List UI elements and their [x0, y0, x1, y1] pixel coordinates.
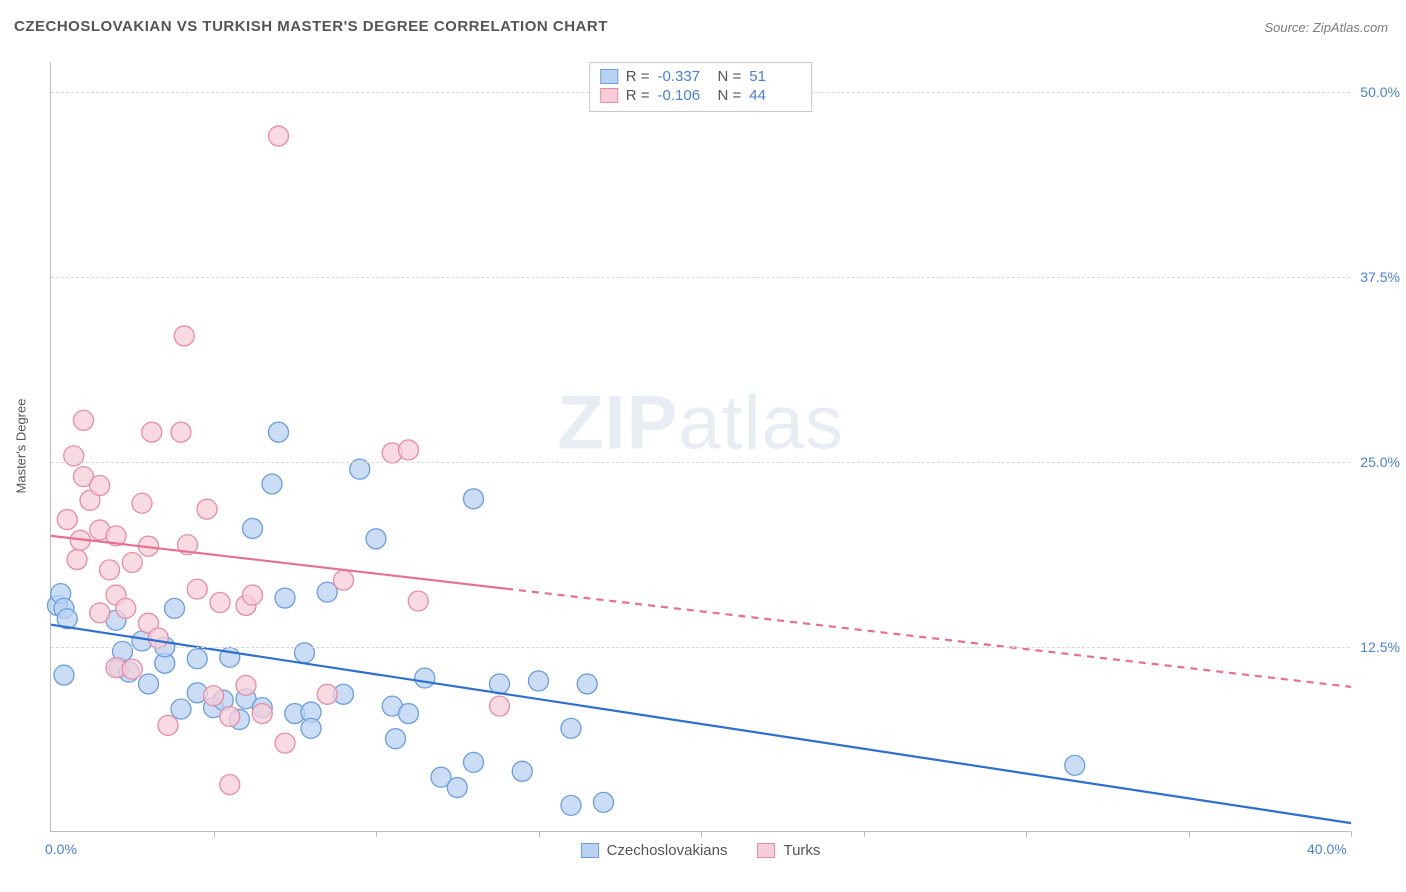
stat-label-R: R = [626, 87, 650, 104]
y-tick-label: 25.0% [1360, 454, 1400, 470]
x-tick-label: 0.0% [45, 841, 77, 857]
swatch-czech [600, 69, 618, 84]
x-tick [701, 831, 702, 837]
y-axis-label: Master's Degree [14, 376, 29, 516]
legend-swatch-czech [581, 843, 599, 858]
stat-label-R: R = [626, 68, 650, 85]
plot-area: ZIPatlas R = -0.337 N = 51 R = -0.106 N … [50, 62, 1350, 832]
chart-container: CZECHOSLOVAKIAN VS TURKISH MASTER'S DEGR… [0, 0, 1406, 892]
x-tick [214, 831, 215, 837]
y-tick-label: 12.5% [1360, 639, 1400, 655]
correlation-stats-box: R = -0.337 N = 51 R = -0.106 N = 44 [589, 62, 813, 112]
gridline-h [51, 277, 1350, 278]
legend-bottom: Czechoslovakians Turks [581, 842, 821, 859]
x-tick [1351, 831, 1352, 837]
x-tick [864, 831, 865, 837]
swatch-turks [600, 88, 618, 103]
x-tick [376, 831, 377, 837]
legend-label-turks: Turks [783, 842, 820, 859]
chart-title: CZECHOSLOVAKIAN VS TURKISH MASTER'S DEGR… [14, 18, 608, 35]
stat-label-N: N = [718, 68, 742, 85]
trendline-turks [51, 536, 506, 589]
legend-item-turks: Turks [757, 842, 820, 859]
stat-label-N: N = [718, 87, 742, 104]
stat-R-turks: -0.106 [658, 87, 710, 104]
trendline-turks-dashed [506, 589, 1351, 687]
gridline-h [51, 647, 1350, 648]
legend-swatch-turks [757, 843, 775, 858]
gridline-h [51, 462, 1350, 463]
stat-R-czech: -0.337 [658, 68, 710, 85]
source-credit: Source: ZipAtlas.com [1264, 20, 1388, 35]
y-tick-label: 50.0% [1360, 84, 1400, 100]
y-tick-label: 37.5% [1360, 269, 1400, 285]
x-tick-label: 40.0% [1307, 841, 1347, 857]
legend-label-czech: Czechoslovakians [607, 842, 728, 859]
legend-item-czech: Czechoslovakians [581, 842, 728, 859]
x-tick [1026, 831, 1027, 837]
stat-N-czech: 51 [749, 68, 801, 85]
x-tick [539, 831, 540, 837]
x-tick [1189, 831, 1190, 837]
stat-N-turks: 44 [749, 87, 801, 104]
trendline-layer [51, 62, 1350, 831]
trendline-czech [51, 625, 1351, 823]
stats-row-turks: R = -0.106 N = 44 [600, 86, 802, 105]
stats-row-czech: R = -0.337 N = 51 [600, 67, 802, 86]
